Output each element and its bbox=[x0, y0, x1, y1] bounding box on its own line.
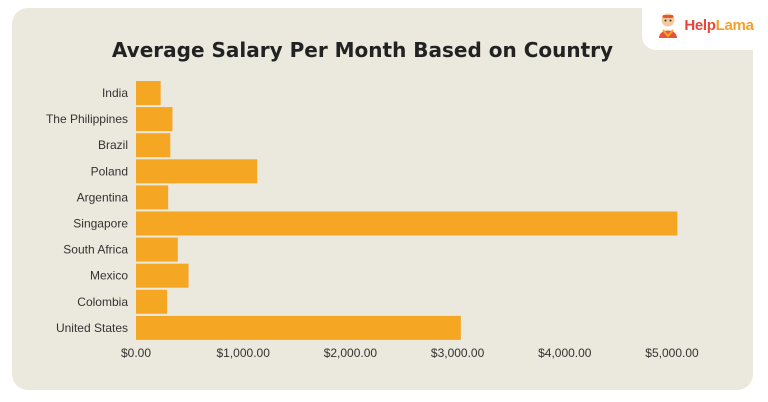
bar-india[interactable] bbox=[136, 81, 161, 105]
monk-mascot-icon bbox=[659, 13, 678, 38]
category-label: Argentina bbox=[77, 190, 129, 204]
brand-logo[interactable]: HelpLama bbox=[642, 0, 768, 50]
x-axis-tick-labels: $0.00 $1,000.00 $2,000.00 $3,000.00 $4,000.0… bbox=[121, 346, 699, 360]
chart-title: Average Salary Per Month Based on Countr… bbox=[111, 38, 614, 62]
category-label: Colombia bbox=[77, 295, 128, 309]
category-label: Brazil bbox=[98, 138, 128, 152]
bar-singapore[interactable] bbox=[136, 211, 678, 236]
brand-name-lama: Lama bbox=[715, 16, 754, 34]
brand-name: HelpLama bbox=[684, 16, 754, 34]
x-tick-label: $3,000.00 bbox=[431, 346, 485, 360]
x-tick-label: $4,000.00 bbox=[538, 346, 592, 360]
category-label: Poland bbox=[91, 164, 128, 178]
bar-colombia[interactable] bbox=[136, 289, 168, 314]
bar-brazil[interactable] bbox=[136, 133, 171, 158]
category-label: South Africa bbox=[63, 243, 128, 257]
bar-south-africa[interactable] bbox=[136, 237, 178, 262]
category-label: India bbox=[102, 86, 128, 100]
category-labels: India The Philippines Brazil Poland Argentin… bbox=[46, 86, 128, 335]
x-tick-label: $0.00 bbox=[121, 346, 151, 360]
x-tick-label: $1,000.00 bbox=[217, 346, 271, 360]
category-label: The Philippines bbox=[46, 112, 128, 126]
bar-united-states[interactable] bbox=[136, 315, 461, 340]
bar-argentina[interactable] bbox=[136, 185, 169, 210]
x-tick-label: $5,000.00 bbox=[645, 346, 699, 360]
bar-mexico[interactable] bbox=[136, 263, 189, 288]
category-label: United States bbox=[56, 321, 128, 335]
x-tick-label: $2,000.00 bbox=[324, 346, 378, 360]
bar-poland[interactable] bbox=[136, 159, 258, 184]
bar-the-philippines[interactable] bbox=[136, 107, 173, 132]
category-label: Singapore bbox=[73, 217, 128, 231]
brand-name-help: Help bbox=[684, 16, 716, 34]
bars bbox=[136, 81, 678, 340]
category-label: Mexico bbox=[90, 269, 128, 283]
